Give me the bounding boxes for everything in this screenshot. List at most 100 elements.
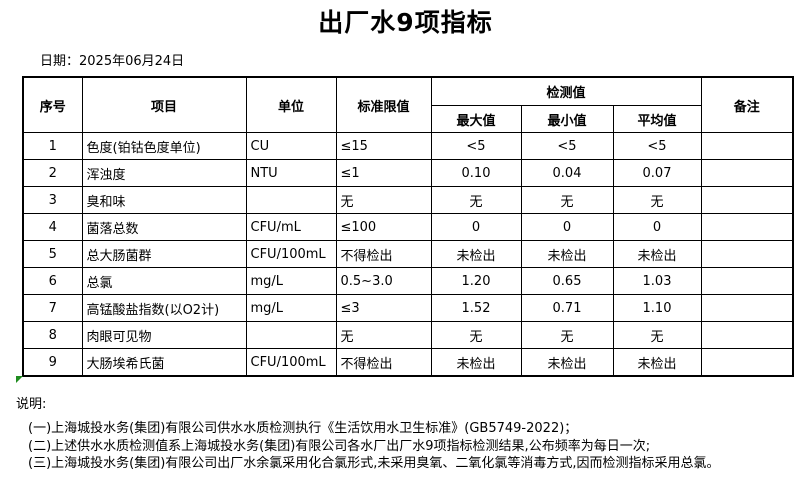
cell-limit: 不得检出 [335,348,432,377]
report-date: 日期：2025年06月24日 [40,54,185,69]
cell-avg: 0 [612,213,702,241]
cell-item: 大肠埃希氏菌 [81,348,247,377]
cell-avg: 无 [612,321,702,349]
col-header-item: 项目 [81,76,247,133]
cell-avg: 无 [612,186,702,214]
cell-no: 5 [22,240,83,268]
cell-avg: 未检出 [612,240,702,268]
cell-avg: 未检出 [612,348,702,377]
cell-item: 臭和味 [81,186,247,214]
cell-min: 未检出 [520,348,614,377]
cell-remark [700,132,794,160]
cell-item: 总大肠菌群 [81,240,247,268]
corner-marker-icon [16,376,23,383]
cell-no: 4 [22,213,83,241]
cell-max: 无 [430,186,522,214]
cell-no: 3 [22,186,83,214]
cell-max: 未检出 [430,348,522,377]
cell-min: 无 [520,186,614,214]
note-line: (二)上述供水水质检测值系上海城投水务(集团)有限公司各水厂出厂水9项指标检测结… [28,438,651,454]
cell-max: 未检出 [430,240,522,268]
col-header-detection: 检测值 [430,76,702,106]
table-row: 4 菌落总数 CFU/mL ≤100 0 0 0 [22,213,794,241]
table-subheader-row: 最大值 最小值 平均值 [23,105,793,133]
cell-remark [700,213,794,241]
cell-remark [700,321,794,349]
cell-no: 9 [22,348,83,377]
indicators-table: 序号 项目 单位 标准限值 检测值 备注 最大值 最小值 平均值 1 色度(铂钴… [22,76,794,377]
cell-min: 0 [520,213,614,241]
table-row: 9 大肠埃希氏菌 CFU/100mL 不得检出 未检出 未检出 未检出 [22,348,794,377]
cell-limit: ≤100 [335,213,432,241]
table-row: 1 色度(铂钴色度单位) CU ≤15 <5 <5 <5 [22,132,794,160]
table-row: 8 肉眼可见物 无 无 无 无 [22,321,794,349]
col-header-avg: 平均值 [612,105,702,133]
cell-no: 6 [22,267,83,295]
note-line: (三)上海城投水务(集团)有限公司出厂水余氯采用化合氯形式,未采用臭氧、二氧化氯… [28,456,720,471]
cell-unit: CFU/mL [245,213,337,241]
cell-no: 2 [22,159,83,187]
cell-min: 无 [520,321,614,349]
page-title: 出厂水9项指标 [318,8,493,37]
table-row: 3 臭和味 无 无 无 无 [22,186,794,214]
cell-item: 总氯 [81,267,247,295]
cell-unit: CFU/100mL [245,240,337,268]
cell-min: 0.71 [520,294,614,322]
cell-limit: 无 [335,186,432,214]
cell-limit: ≤3 [335,294,432,322]
cell-remark [700,294,794,322]
cell-remark [700,159,794,187]
cell-max: 1.52 [430,294,522,322]
col-header-unit: 单位 [245,76,337,133]
cell-limit: ≤1 [335,159,432,187]
cell-no: 7 [22,294,83,322]
cell-limit: 0.5~3.0 [335,267,432,295]
cell-avg: 1.03 [612,267,702,295]
cell-avg: <5 [612,132,702,160]
table-header-row: 序号 项目 单位 标准限值 检测值 备注 [22,76,794,133]
cell-unit [245,321,337,349]
table-row: 2 浑浊度 NTU ≤1 0.10 0.04 0.07 [22,159,794,187]
cell-no: 8 [22,321,83,349]
cell-item: 浑浊度 [81,159,247,187]
cell-item: 肉眼可见物 [81,321,247,349]
cell-max: 0 [430,213,522,241]
cell-min: 0.65 [520,267,614,295]
cell-unit: NTU [245,159,337,187]
cell-remark [700,240,794,268]
col-header-max: 最大值 [430,105,522,133]
cell-remark [700,267,794,295]
cell-unit: mg/L [245,294,337,322]
table-row: 6 总氯 mg/L 0.5~3.0 1.20 0.65 1.03 [22,267,794,295]
cell-item: 高锰酸盐指数(以O2计) [81,294,247,322]
table-row: 5 总大肠菌群 CFU/100mL 不得检出 未检出 未检出 未检出 [22,240,794,268]
notes-block: (一)上海城投水务(集团)有限公司供水水质检测执行《生活饮用水卫生标准》(GB5… [28,420,720,473]
cell-no: 1 [22,132,83,160]
cell-limit: 不得检出 [335,240,432,268]
cell-max: 无 [430,321,522,349]
cell-limit: 无 [335,321,432,349]
col-header-no: 序号 [22,76,83,133]
cell-max: 0.10 [430,159,522,187]
notes-label: 说明: [16,397,47,412]
cell-unit: CFU/100mL [245,348,337,377]
col-header-remark: 备注 [700,76,794,133]
cell-min: <5 [520,132,614,160]
cell-unit: CU [245,132,337,160]
cell-avg: 1.10 [612,294,702,322]
note-line: (一)上海城投水务(集团)有限公司供水水质检测执行《生活饮用水卫生标准》(GB5… [28,421,578,436]
cell-avg: 0.07 [612,159,702,187]
cell-remark [700,186,794,214]
cell-item: 色度(铂钴色度单位) [81,132,247,160]
cell-max: <5 [430,132,522,160]
cell-max: 1.20 [430,267,522,295]
cell-unit [245,186,337,214]
cell-min: 0.04 [520,159,614,187]
cell-min: 未检出 [520,240,614,268]
cell-unit: mg/L [245,267,337,295]
cell-item: 菌落总数 [81,213,247,241]
col-header-limit: 标准限值 [335,76,432,133]
cell-limit: ≤15 [335,132,432,160]
col-header-min: 最小值 [520,105,614,133]
cell-remark [700,348,794,377]
